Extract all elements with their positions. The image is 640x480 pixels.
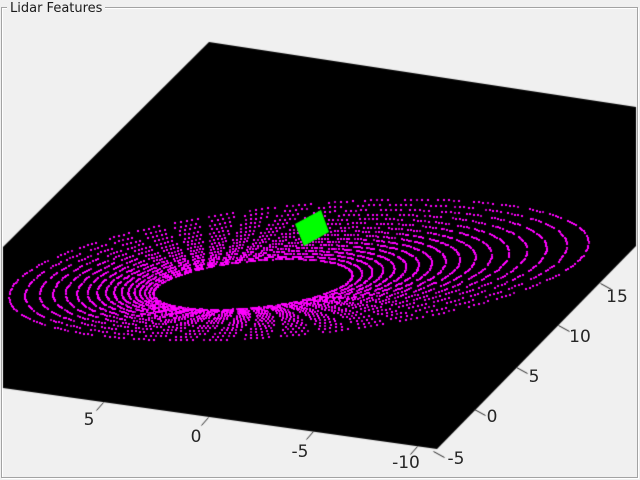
x-tick-label: 0 [190, 427, 202, 447]
y-tick-label: 0 [486, 407, 498, 427]
x-tick-label: -10 [392, 453, 420, 473]
panel-title: Lidar Features [7, 0, 106, 17]
y-tick-label: 15 [606, 287, 628, 307]
x-tick-label: 5 [83, 410, 95, 430]
y-tick-label: 10 [569, 327, 591, 347]
x-tick-label: -5 [291, 442, 309, 462]
y-tick-label: 5 [528, 367, 540, 387]
y-tick-label: -5 [447, 449, 465, 469]
